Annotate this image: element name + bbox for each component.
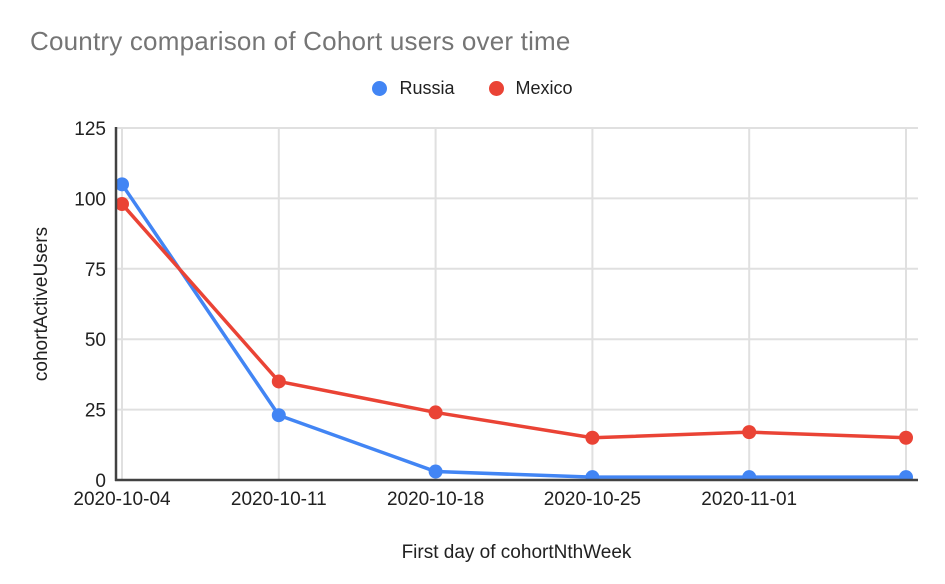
x-tick-label: 2020-10-11 <box>231 489 327 510</box>
y-tick-label: 25 <box>85 401 106 422</box>
y-tick-label: 0 <box>95 471 106 492</box>
x-axis-title: First day of cohortNthWeek <box>401 542 632 563</box>
data-point-russia <box>585 470 600 480</box>
y-axis-title: cohortActiveUsers <box>31 226 52 382</box>
data-point-mexico <box>585 430 600 445</box>
y-tick-label: 75 <box>85 260 106 281</box>
legend-swatch-icon <box>372 81 388 96</box>
data-point-russia <box>742 470 757 480</box>
y-tick-label: 50 <box>85 330 106 351</box>
legend-label: Russia <box>399 78 455 98</box>
series-group <box>115 177 913 480</box>
data-point-russia <box>271 408 286 423</box>
chart-legend: Russia Mexico <box>0 78 945 99</box>
series-line-russia <box>120 182 908 479</box>
x-tick-label: 2020-10-04 <box>73 489 171 510</box>
legend-item-mexico: Mexico <box>488 78 573 99</box>
axis-lines <box>114 127 918 482</box>
legend-item-russia: Russia <box>372 78 455 99</box>
data-point-mexico <box>899 430 913 445</box>
series-line-mexico <box>120 202 908 440</box>
chart-title: Country comparison of Cohort users over … <box>30 26 571 56</box>
legend-label: Mexico <box>515 78 573 98</box>
tick-labels: 0 25 50 75 100 125 2020-10-04 2020-10-11 2020-10… <box>73 119 797 510</box>
x-tick-label: 2020-10-18 <box>387 489 484 510</box>
data-point-mexico <box>271 374 286 389</box>
legend-swatch-icon <box>488 81 504 96</box>
data-point-russia <box>428 464 443 479</box>
data-point-russia <box>899 470 913 480</box>
data-point-russia <box>115 177 129 192</box>
data-point-mexico <box>742 425 757 440</box>
data-point-mexico <box>428 405 443 420</box>
x-tick-label: 2020-10-25 <box>544 489 641 510</box>
y-tick-label: 125 <box>74 119 106 140</box>
data-point-mexico <box>115 197 129 212</box>
y-tick-label: 100 <box>74 189 106 210</box>
x-tick-label: 2020-11-01 <box>701 489 797 510</box>
